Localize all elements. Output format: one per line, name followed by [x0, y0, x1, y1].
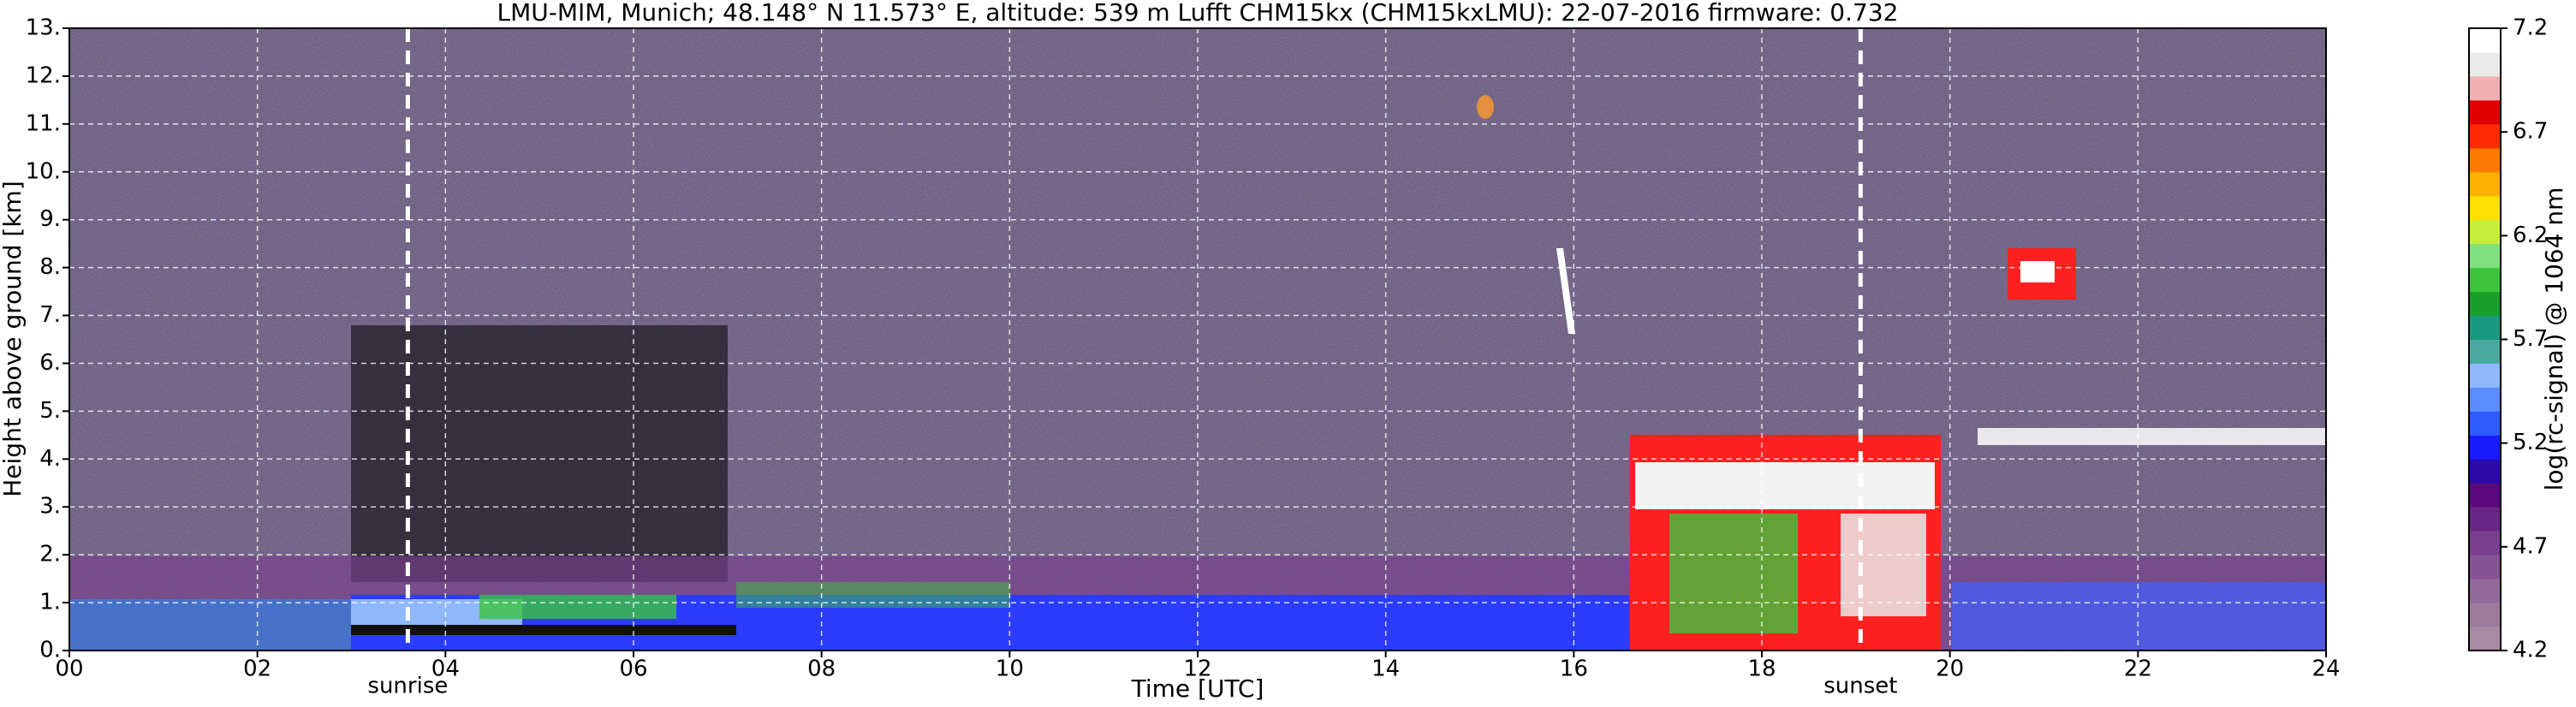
- x-tick-label: 00: [55, 656, 83, 682]
- axes: 00 02 04 06 08 10 12 14 16 18 20 22 24 0. 1. 2. 3. 4. 5. 6.…: [26, 15, 2341, 699]
- x-tick-label: 22: [2124, 656, 2152, 682]
- colorbar-segment: [2469, 387, 2501, 412]
- aerosol: [1477, 95, 1494, 119]
- colorbar-segment: [2469, 147, 2501, 173]
- colorbar-tick-label: 4.2: [2513, 638, 2548, 663]
- colorbar-segment: [2469, 435, 2501, 460]
- chart-title: LMU-MIM, Munich; 48.148° N 11.573° E, al…: [497, 0, 1899, 27]
- layer: [351, 625, 736, 635]
- x-tick-label: 14: [1371, 656, 1400, 682]
- colorbar-segment: [2469, 51, 2501, 77]
- colorbar-segment: [2469, 28, 2501, 53]
- y-tick-label: 4.: [39, 446, 61, 472]
- annotation-label: sunrise: [367, 674, 448, 699]
- y-tick-label: 3.: [39, 494, 61, 520]
- y-tick-label: 5.: [39, 398, 61, 424]
- x-tick-label: 06: [619, 656, 647, 682]
- colorbar-segment: [2469, 195, 2501, 221]
- colorbar-tick-label: 6.7: [2513, 119, 2548, 145]
- y-tick-label: 7.: [39, 302, 61, 328]
- colorbar-segment: [2469, 171, 2501, 197]
- y-tick-label: 2.: [39, 542, 61, 567]
- x-tick-label: 02: [243, 656, 271, 682]
- y-tick-label: 0.: [39, 638, 61, 663]
- x-tick-label: 16: [1560, 656, 1588, 682]
- colorbar-segment: [2469, 627, 2501, 651]
- colorbar-segment: [2469, 363, 2501, 388]
- colorbar-tick-label: 5.2: [2513, 430, 2548, 455]
- colorbar-tick-label: 4.7: [2513, 533, 2548, 559]
- colorbar-segment: [2469, 555, 2501, 579]
- colorbar-tick-label: 6.2: [2513, 223, 2548, 248]
- y-tick-label: 10.: [26, 158, 61, 184]
- layer: [69, 599, 352, 651]
- cloud: [1669, 514, 1798, 633]
- cloud: [1978, 428, 2326, 445]
- y-tick-label: 13.: [26, 15, 61, 41]
- colorbar-segment: [2469, 123, 2501, 149]
- y-tick-label: 1.: [39, 590, 61, 615]
- colorbar-segment: [2469, 291, 2501, 317]
- annotation-label: sunset: [1823, 674, 1897, 699]
- dark-region: [351, 325, 728, 582]
- colorbar-segment: [2469, 243, 2501, 269]
- colorbar-segment: [2469, 315, 2501, 340]
- x-tick-label: 20: [1936, 656, 1964, 682]
- colorbar-segment: [2469, 99, 2501, 125]
- x-tick-label: 10: [996, 656, 1024, 682]
- colorbar-segment: [2469, 507, 2501, 532]
- colorbar-segment: [2469, 267, 2501, 293]
- layer: [479, 595, 676, 619]
- x-tick-label: 04: [431, 656, 460, 682]
- x-tick-label: 24: [2311, 656, 2340, 682]
- layer: [1952, 582, 2326, 651]
- y-tick-label: 9.: [39, 206, 61, 232]
- y-tick-label: 8.: [39, 254, 61, 280]
- x-axis-label: Time [UTC]: [1131, 674, 1264, 703]
- cloud: [1841, 514, 1926, 616]
- cloud: [1635, 462, 1935, 509]
- x-tick-label: 12: [1183, 656, 1211, 682]
- colorbar-segment: [2469, 411, 2501, 436]
- y-axis-label: Height above ground [km]: [0, 181, 27, 497]
- colorbar-segment: [2469, 339, 2501, 364]
- y-tick-label: 6.: [39, 350, 61, 376]
- streak: [1556, 248, 1575, 334]
- layer: [736, 582, 1010, 608]
- colorbar-segment: [2469, 459, 2501, 484]
- colorbar-segment: [2469, 75, 2501, 101]
- cirrus: [2020, 261, 2055, 282]
- colorbar-segment: [2469, 579, 2501, 603]
- colorbar-segment: [2469, 219, 2501, 245]
- colorbar-segment: [2469, 603, 2501, 627]
- colorbar-tick-label: 7.2: [2513, 15, 2548, 41]
- x-tick-label: 18: [1747, 656, 1776, 682]
- y-tick-label: 11.: [26, 110, 61, 136]
- y-tick-label: 12.: [26, 62, 61, 88]
- colorbar-segment: [2469, 531, 2501, 556]
- colorbar-tick-label: 5.7: [2513, 326, 2548, 352]
- x-tick-label: 08: [807, 656, 836, 682]
- colorbar-segment: [2469, 483, 2501, 508]
- plot-frame: [68, 27, 2327, 651]
- colorbar-label: log(rc-signal) @ 1064 nm: [2540, 187, 2568, 491]
